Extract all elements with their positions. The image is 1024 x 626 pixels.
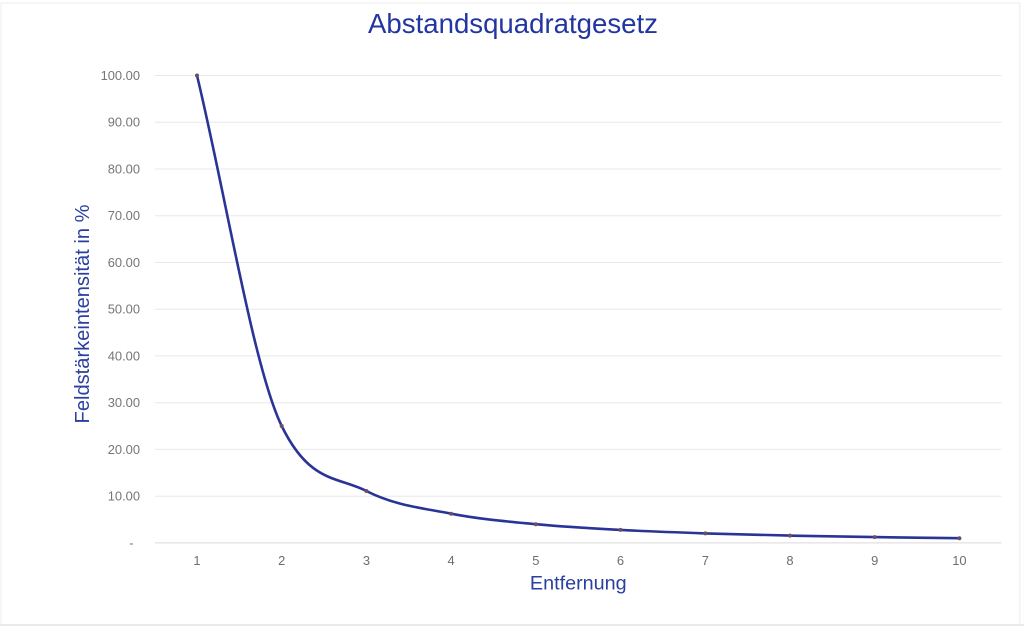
svg-text:60.00: 60.00: [108, 255, 140, 270]
svg-text:80.00: 80.00: [108, 161, 140, 176]
svg-text:6: 6: [617, 553, 624, 568]
svg-text:Abstandsquadratgesetz: Abstandsquadratgesetz: [368, 8, 658, 39]
svg-text:9: 9: [871, 553, 878, 568]
svg-text:30.00: 30.00: [108, 395, 140, 410]
svg-text:Entfernung: Entfernung: [530, 573, 627, 595]
svg-text:1: 1: [193, 553, 200, 568]
svg-text:40.00: 40.00: [108, 348, 140, 363]
svg-text:90.00: 90.00: [108, 115, 140, 130]
svg-text:50.00: 50.00: [108, 302, 140, 317]
svg-text:Feldstärkeintensität in %: Feldstärkeintensität in %: [72, 204, 94, 423]
svg-text:4: 4: [448, 553, 455, 568]
svg-text:5: 5: [532, 553, 539, 568]
svg-text:20.00: 20.00: [108, 442, 140, 457]
svg-text:100.00: 100.00: [101, 68, 140, 83]
svg-text:3: 3: [363, 553, 370, 568]
svg-text:10.00: 10.00: [108, 489, 140, 504]
svg-text:8: 8: [786, 553, 793, 568]
svg-text:-: -: [129, 535, 133, 550]
svg-text:2: 2: [278, 553, 285, 568]
svg-text:70.00: 70.00: [108, 208, 140, 223]
svg-text:10: 10: [952, 553, 966, 568]
svg-text:7: 7: [702, 553, 709, 568]
